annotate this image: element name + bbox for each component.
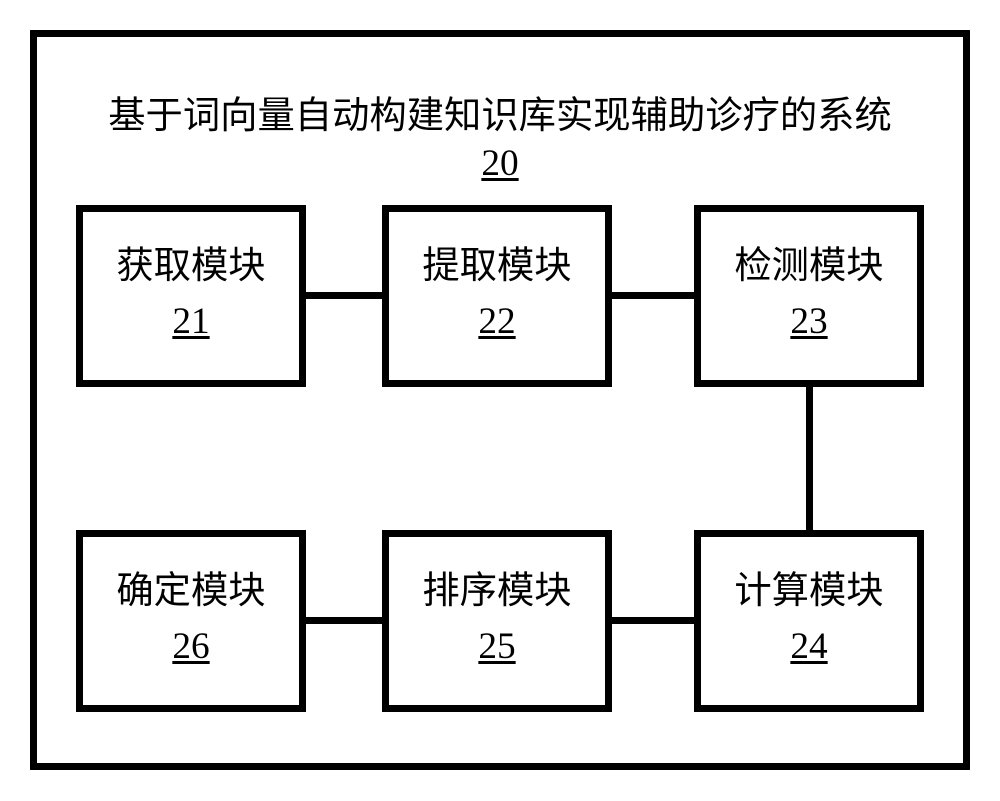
node-n24: 计算模块 24 <box>694 530 924 712</box>
node-number: 24 <box>790 621 827 673</box>
node-number: 23 <box>790 296 827 348</box>
node-n21: 获取模块 21 <box>76 205 306 387</box>
connector-c24-25 <box>612 617 694 624</box>
diagram-canvas: 基于词向量自动构建知识库实现辅助诊疗的系统 20 获取模块 21 提取模块 22 检测模… <box>0 0 1000 801</box>
connector-c22-23 <box>612 292 694 299</box>
node-label: 获取模块 <box>116 244 265 291</box>
node-label: 提取模块 <box>422 244 571 291</box>
system-title-block: 基于词向量自动构建知识库实现辅助诊疗的系统 20 <box>37 93 963 185</box>
connector-c23-24 <box>806 387 813 530</box>
node-n22: 提取模块 22 <box>382 205 612 387</box>
node-n23: 检测模块 23 <box>694 205 924 387</box>
node-n25: 排序模块 25 <box>382 530 612 712</box>
connector-c25-26 <box>306 617 382 624</box>
system-title-text: 基于词向量自动构建知识库实现辅助诊疗的系统 <box>37 93 963 142</box>
node-number: 25 <box>478 621 515 673</box>
node-label: 确定模块 <box>116 569 265 616</box>
connector-c21-22 <box>306 292 382 299</box>
node-label: 排序模块 <box>422 569 571 616</box>
node-number: 21 <box>172 296 209 348</box>
system-title-number: 20 <box>481 142 518 185</box>
node-number: 22 <box>478 296 515 348</box>
node-label: 检测模块 <box>734 244 883 291</box>
node-n26: 确定模块 26 <box>76 530 306 712</box>
node-label: 计算模块 <box>734 569 883 616</box>
node-number: 26 <box>172 621 209 673</box>
